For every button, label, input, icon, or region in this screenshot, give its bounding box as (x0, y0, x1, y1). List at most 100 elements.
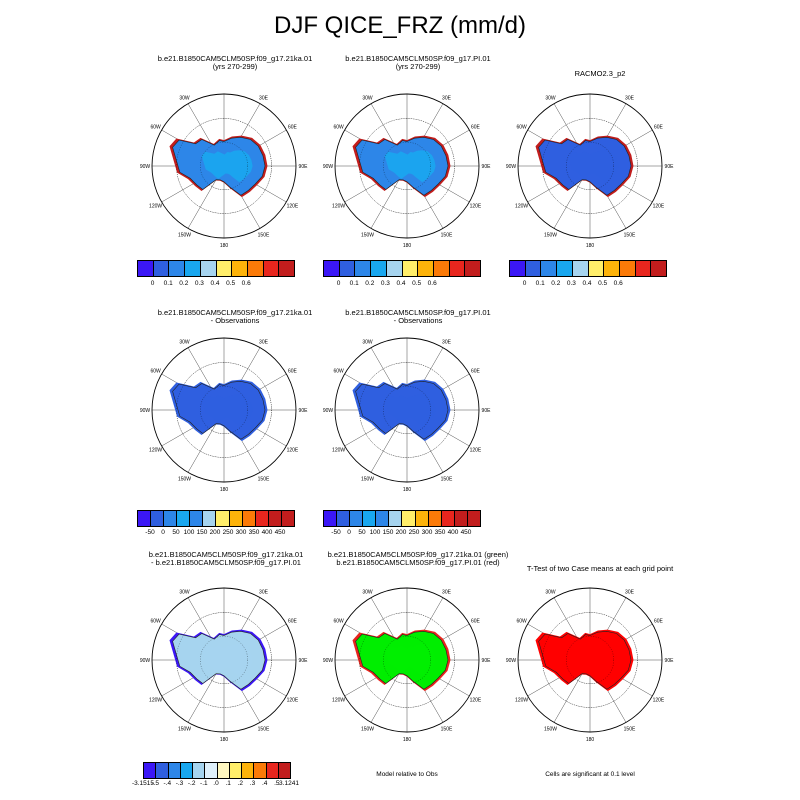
map-panel-8: 30W 30E 60W 60E 90W 90E 120W 120E 150W 150E 180 (506, 587, 675, 743)
longitude-label: 150W (361, 232, 374, 238)
colorbar-swatch (279, 261, 295, 276)
map-panel-5: 30W 30E 60W 60E 90W 90E 120W 120E 150W 150E 180 (323, 337, 492, 493)
map-boundary (334, 337, 480, 483)
longitude-label: 120W (332, 698, 345, 704)
colorbar-tick-label: .1 (225, 780, 231, 787)
colorbar-tick-label: 0.6 (241, 280, 251, 287)
longitude-label: 30W (179, 590, 190, 596)
longitude-label: 120W (149, 448, 162, 454)
colorbar-swatch (266, 763, 279, 778)
latitude-circle-overlay (200, 142, 248, 190)
colorbar-tick-label: 0.4 (582, 280, 592, 287)
panel-8-title: T-Test of two Case means at each grid po… (526, 564, 674, 573)
colorbar-tick-label: 0.1 (535, 280, 545, 287)
colorbar-swatch (164, 511, 178, 526)
colorbar-tick-label: 0.1 (349, 280, 359, 287)
colorbar-swatch (168, 763, 181, 778)
panel-4-title: b.e21.B1850CAM5CLM50SP.f09_g17.21ka.01- … (157, 308, 313, 325)
map-panel-6: 30W 30E 60W 60E 90W 90E 120W 120E 150W 150E 180 (140, 587, 309, 743)
longitude-label: 150E (441, 726, 453, 732)
longitude-label: 60E (471, 369, 481, 375)
latitude-circle-overlay (176, 118, 272, 214)
colorbar-tick-label: 0 (522, 280, 527, 287)
latitude-circle-overlay (176, 362, 272, 458)
longitude-label: 90E (482, 408, 492, 414)
latitude-circle-overlay (542, 612, 638, 708)
longitude-label: 90W (323, 408, 334, 414)
latitude-circle-overlay (200, 636, 248, 684)
longitude-label: 30W (362, 96, 373, 102)
colorbar-swatch (371, 261, 387, 276)
longitude-label: 90E (299, 408, 309, 414)
colorbar-row1-a-labels: 0 0.1 0.2 0.3 0.4 0.5 0.6 (137, 280, 293, 290)
colorbar-tick-label: -50 (331, 529, 341, 536)
colorbar-row1-b-labels: 0 0.1 0.2 0.3 0.4 0.5 0.6 (323, 280, 479, 290)
map-panel-7: 30W 30E 60W 60E 90W 90E 120W 120E 150W 150E 180 (323, 587, 492, 743)
longitude-label: 180 (220, 243, 229, 249)
colorbar-tick-label: 300 (235, 529, 247, 536)
colorbar-swatch (242, 511, 256, 526)
colorbar-swatch (242, 763, 255, 778)
colorbar-tick-label: -.5 (151, 780, 159, 787)
colorbar-row2-a (137, 510, 295, 527)
colorbar-row2-a-labels: -50 0 50 100 150 200 250 300 350 400 450 (137, 529, 293, 539)
map-panel-1: 30W 30E 60W 60E 90W 90E 120W 120E 150W 150E 180 (140, 93, 308, 249)
longitude-label: 90E (665, 164, 675, 170)
colorbar-tick-label: 0.3 (194, 280, 204, 287)
colorbar-swatch (190, 511, 204, 526)
latitude-circle-overlay (383, 636, 431, 684)
latitude-circle-overlay (383, 142, 431, 190)
colorbar-swatch (441, 511, 455, 526)
colorbar-swatch (144, 763, 157, 778)
colorbar-tick-label: -50 (145, 529, 155, 536)
longitude-label: 150E (624, 232, 636, 238)
colorbar-swatch (415, 511, 429, 526)
colorbar-swatch (203, 511, 217, 526)
longitude-label: 60W (150, 125, 161, 131)
longitude-label: 30E (259, 96, 269, 102)
longitude-label: 90W (140, 164, 151, 170)
latitude-circle-overlay (359, 118, 455, 214)
longitude-label: 90E (299, 658, 309, 664)
longitude-label: 120E (287, 698, 299, 704)
colorbar-swatch (153, 261, 170, 276)
colorbar-swatch (635, 261, 652, 276)
longitude-label: 120W (149, 204, 162, 210)
longitude-label: 90E (665, 658, 675, 664)
colorbar-row1-c (509, 260, 667, 277)
longitude-label: 150W (544, 726, 557, 732)
colorbar-swatch (216, 511, 230, 526)
colorbar-tick-label: 350 (434, 529, 446, 536)
panel-7-title: b.e21.B1850CAM5CLM50SP.f09_g17.21ka.01 (… (327, 550, 509, 567)
colorbar-tick-label: 300 (421, 529, 433, 536)
colorbar-row2-b (323, 510, 481, 527)
longitude-label: 150E (624, 726, 636, 732)
colorbar-tick-label: 50 (172, 529, 180, 536)
colorbar-tick-label: 0.1 (163, 280, 173, 287)
colorbar-swatch (169, 261, 186, 276)
colorbar-swatch (268, 511, 282, 526)
colorbar-swatch (389, 511, 403, 526)
longitude-label: 30W (362, 340, 373, 346)
colorbar-tick-label: 0.2 (365, 280, 375, 287)
longitude-label: 30W (545, 590, 556, 596)
latitude-circle-overlay (359, 362, 455, 458)
map-boundary (151, 337, 297, 483)
colorbar-tick-label: 450 (274, 529, 286, 536)
longitude-label: 90W (140, 658, 151, 664)
colorbar-swatch (402, 511, 416, 526)
latitude-circle-overlay (542, 118, 638, 214)
longitude-label: 120W (515, 204, 528, 210)
colorbar-swatch (324, 261, 340, 276)
colorbar-tick-label: 400 (447, 529, 459, 536)
colorbar-tick-label: .5 (274, 780, 280, 787)
colorbar-tick-label: .3 (249, 780, 256, 787)
longitude-label: 90W (323, 658, 334, 664)
colorbar-tick-label: .4 (261, 780, 268, 787)
colorbar-swatch (339, 261, 356, 276)
longitude-label: 90E (482, 658, 492, 664)
longitude-label: 60E (288, 619, 298, 625)
continent-interior-field (201, 644, 253, 677)
colorbar-swatch (185, 261, 201, 276)
longitude-label: 120E (287, 448, 299, 454)
